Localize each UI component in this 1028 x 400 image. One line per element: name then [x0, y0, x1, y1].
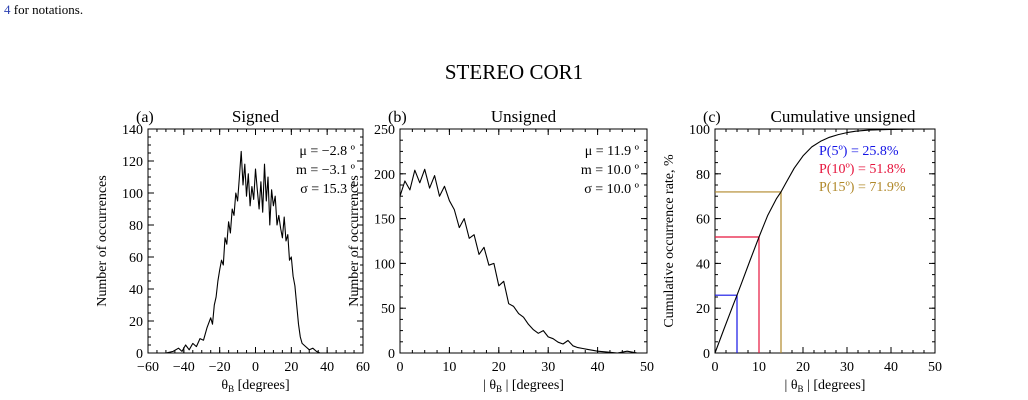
- x-tick-label: 20: [284, 360, 298, 375]
- y-tick-label: 60: [696, 213, 710, 228]
- y-tick-label: 40: [129, 283, 143, 298]
- series-line: [399, 168, 647, 354]
- caption-ref-link[interactable]: 4: [4, 2, 11, 17]
- x-axis-label: θB [degrees]: [221, 378, 289, 394]
- x-tick-label: 10: [442, 360, 456, 375]
- panel-label: (b): [388, 109, 407, 126]
- y-tick-label: 140: [122, 123, 143, 138]
- panel-b: 0 10 20 30 40 50 0 50 100 150 200 250(b) Unsigned | θ…: [347, 107, 654, 394]
- x-tick-label: 50: [928, 360, 942, 375]
- x-tick-label: 20: [796, 360, 810, 375]
- stat-text: μ = 11.9 º: [585, 144, 640, 159]
- panel-label: (a): [136, 109, 154, 126]
- stat-text: m = 10.0 º: [581, 163, 640, 178]
- x-tick-label: 20: [492, 360, 506, 375]
- y-tick-label: 100: [689, 123, 710, 138]
- y-tick-label: 0: [388, 347, 395, 362]
- x-tick-label: 0: [712, 360, 719, 375]
- y-tick-label: 150: [374, 213, 395, 228]
- y-axis-label: Cumulative occurrence rate, %: [662, 154, 677, 328]
- x-axis-label: | θB | [degrees]: [483, 378, 564, 394]
- y-tick-label: 100: [374, 257, 395, 272]
- threshold-line: [715, 191, 782, 353]
- series-line: [714, 128, 936, 354]
- figure-caption: 4 for notations.: [4, 2, 83, 17]
- stat-text: σ = 10.0 º: [584, 182, 639, 197]
- stat-text: μ = −2.8 º: [299, 144, 355, 159]
- y-tick-label: 60: [129, 251, 143, 266]
- x-tick-label: 40: [884, 360, 898, 375]
- panel-a: −60 −40 −20 0 20 40 60 0 20 40 60 80 100 120 140(a) Sig…: [95, 107, 370, 394]
- panel-title: Signed: [232, 107, 280, 126]
- x-tick-label: 0: [252, 360, 259, 375]
- stat-text: σ = 15.3 º: [300, 182, 355, 197]
- y-tick-label: 20: [129, 315, 143, 330]
- x-axis-label: | θB | [degrees]: [785, 378, 866, 394]
- panel-title: Unsigned: [491, 107, 557, 126]
- x-tick-label: 50: [640, 360, 654, 375]
- panel-c: 0 10 20 30 40 50 0 20 40 60 80 100(c) Cumulative uns…: [662, 107, 942, 394]
- x-tick-label: 60: [356, 360, 370, 375]
- caption-text: for notations.: [10, 2, 84, 17]
- y-tick-label: 20: [696, 302, 710, 317]
- y-tick-label: 80: [696, 168, 710, 183]
- y-axis-label: Number of occurrences: [95, 175, 110, 306]
- stat-text: m = −3.1 º: [296, 163, 356, 178]
- y-tick-label: 80: [129, 219, 143, 234]
- x-tick-label: −60: [137, 360, 159, 375]
- panel-label: (c): [703, 109, 721, 126]
- x-tick-label: 0: [397, 360, 404, 375]
- y-axis-label: Number of occurrences: [347, 175, 362, 306]
- threshold-label: P(15º) = 71.9%: [819, 180, 906, 195]
- y-tick-label: 120: [122, 155, 143, 170]
- y-tick-label: 0: [703, 347, 710, 362]
- x-tick-label: 30: [541, 360, 555, 375]
- x-tick-label: −40: [173, 360, 195, 375]
- y-tick-label: 200: [374, 168, 395, 183]
- series-line: [148, 150, 363, 354]
- y-tick-label: 50: [381, 302, 395, 317]
- threshold-label: P(10º) = 51.8%: [819, 162, 906, 177]
- y-tick-label: 100: [122, 187, 143, 202]
- x-tick-label: 30: [840, 360, 854, 375]
- x-tick-label: −20: [209, 360, 231, 375]
- panel-title: Cumulative unsigned: [771, 107, 916, 126]
- threshold-label: P(5º) = 25.8%: [819, 144, 899, 159]
- x-tick-label: 40: [591, 360, 605, 375]
- y-tick-label: 0: [136, 347, 143, 362]
- x-tick-label: 10: [752, 360, 766, 375]
- y-tick-label: 40: [696, 257, 710, 272]
- x-tick-label: 40: [320, 360, 334, 375]
- y-tick-label: 250: [374, 123, 395, 138]
- figure-title: STEREO COR1: [444, 60, 584, 84]
